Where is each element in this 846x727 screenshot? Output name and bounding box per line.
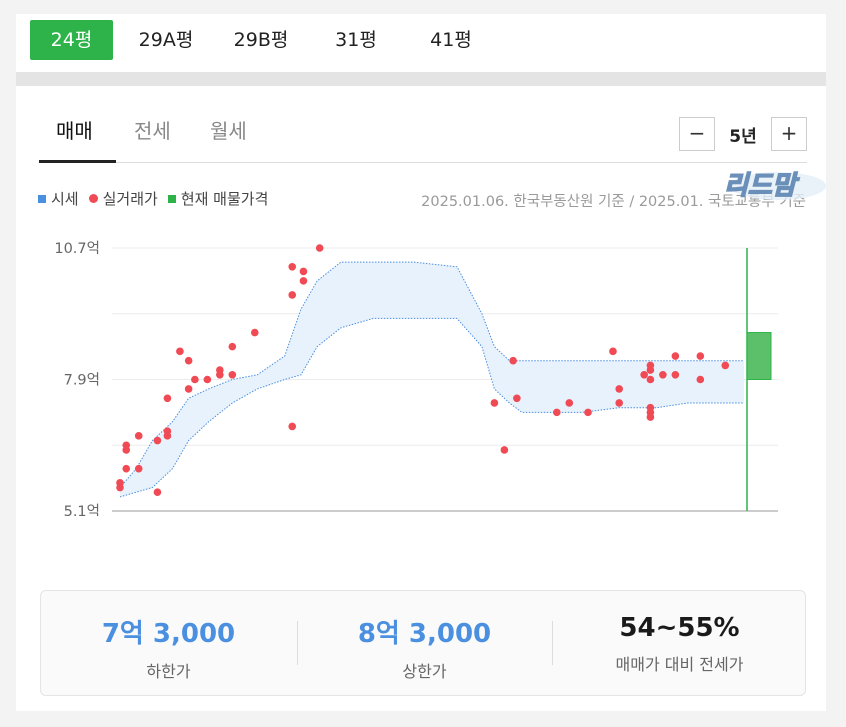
trade-point (184, 356, 193, 365)
active-tab-indicator (39, 160, 116, 163)
watermark-logo: 리드맘 (723, 170, 826, 202)
trade-point (553, 408, 561, 417)
trade-point (288, 291, 297, 299)
data-source-note: 2025.01.06. 한국부동산원 기준 / 2025.01. 국토교통부 기… (421, 194, 806, 210)
trade-point (216, 371, 224, 379)
stat-divider (552, 621, 553, 665)
legend-label: 실거래가 (102, 190, 158, 208)
stat-value: 54~55% (619, 613, 740, 643)
size-tab-29a[interactable]: 29A평 (138, 29, 194, 51)
chart-legend: 시세 실거래가 현재 매물가격 (38, 188, 268, 209)
trade-point (696, 352, 705, 360)
tab-sale[interactable]: 매매 (56, 119, 93, 143)
trade-point (640, 371, 648, 379)
trade-point (513, 394, 521, 403)
stat-upper-bound: 8억 3,000 상한가 (297, 591, 552, 682)
listing-price-range (746, 332, 772, 380)
trade-point (646, 361, 655, 370)
trade-point (696, 375, 705, 384)
trade-point (565, 399, 574, 407)
market-price-lower-line (119, 317, 744, 498)
size-tabs: 24평 29A평 29B평 31평 41평 (16, 14, 826, 72)
trade-point (163, 427, 172, 435)
trade-point (122, 441, 131, 450)
trade-point (191, 375, 199, 384)
trade-point (646, 375, 655, 384)
trade-point (250, 328, 259, 337)
trade-point (615, 399, 623, 407)
stat-lower-bound: 7억 3,000 하한가 (41, 591, 296, 682)
trade-point (299, 277, 308, 285)
tab-jeonse[interactable]: 전세 (134, 119, 171, 143)
price-chart: 10.7억7.9억5.1억20.0121.0122.0223.0224.03매물… (54, 240, 778, 516)
trade-point (509, 356, 517, 365)
market-price-band (120, 262, 744, 497)
stat-label: 상한가 (402, 662, 447, 681)
trade-point (299, 267, 308, 276)
trade-point (153, 488, 162, 497)
trade-point (184, 385, 193, 393)
trade-point (134, 464, 143, 473)
trade-point (500, 446, 509, 454)
price-stats-panel: 7억 3,000 하한가 8억 3,000 상한가 54~55% 매매가 대비 … (40, 590, 806, 696)
trade-point (659, 371, 667, 379)
trade-point (288, 262, 297, 271)
stat-label: 매매가 대비 전세가 (615, 655, 744, 674)
trade-point (153, 436, 162, 445)
section-divider (16, 72, 826, 86)
trade-point (203, 375, 212, 384)
trade-point (288, 422, 297, 431)
trade-point (228, 371, 237, 379)
trade-point (315, 244, 324, 252)
price-card: 매매 전세 월세 − 5년 + 시세 실거래가 현재 매물가격 2025.01.… (16, 86, 826, 711)
trade-point (176, 347, 184, 356)
tab-monthly-rent[interactable]: 월세 (210, 119, 247, 143)
trade-point (134, 432, 143, 440)
dot-icon (88, 194, 98, 203)
legend-item-listing-price: 현재 매물가격 (167, 188, 269, 209)
y-tick-label: 10.7억 (54, 240, 100, 257)
trade-point (228, 342, 237, 351)
period-increase-button[interactable]: + (771, 117, 807, 151)
legend-item-actual-trade: 실거래가 (88, 188, 158, 209)
trade-point (671, 352, 680, 360)
trade-point (609, 347, 617, 356)
trade-point (584, 408, 592, 417)
trade-point (122, 464, 131, 473)
trade-point (646, 403, 655, 412)
stat-label: 하한가 (146, 662, 191, 681)
y-tick-label: 7.9억 (64, 372, 100, 389)
legend-item-market-price: 시세 (38, 188, 79, 209)
square-icon (38, 194, 46, 203)
trade-point (163, 394, 172, 403)
size-tab-31[interactable]: 31평 (335, 29, 377, 51)
y-tick-label: 5.1억 (64, 503, 100, 516)
svg-text:리드맘: 리드맘 (724, 171, 800, 201)
stat-value: 8억 3,000 (357, 619, 492, 649)
size-tab-41[interactable]: 41평 (430, 29, 472, 51)
square-icon (167, 194, 176, 203)
trade-point (671, 371, 680, 379)
trade-point (615, 385, 623, 393)
trade-point (490, 399, 499, 407)
period-value: 5년 (729, 127, 757, 147)
stat-divider (297, 621, 298, 665)
market-price-upper-line (119, 261, 744, 488)
tab-baseline (39, 162, 807, 163)
legend-label: 현재 매물가격 (180, 190, 269, 208)
trade-point (721, 361, 730, 370)
stat-jeonse-ratio: 54~55% 매매가 대비 전세가 (552, 591, 807, 675)
size-tab-24[interactable]: 24평 (30, 20, 113, 60)
stat-value: 7억 3,000 (101, 619, 236, 649)
legend-label: 시세 (51, 190, 79, 208)
trade-point (116, 479, 124, 487)
period-decrease-button[interactable]: − (679, 117, 715, 151)
size-tab-29b[interactable]: 29B평 (233, 29, 289, 51)
